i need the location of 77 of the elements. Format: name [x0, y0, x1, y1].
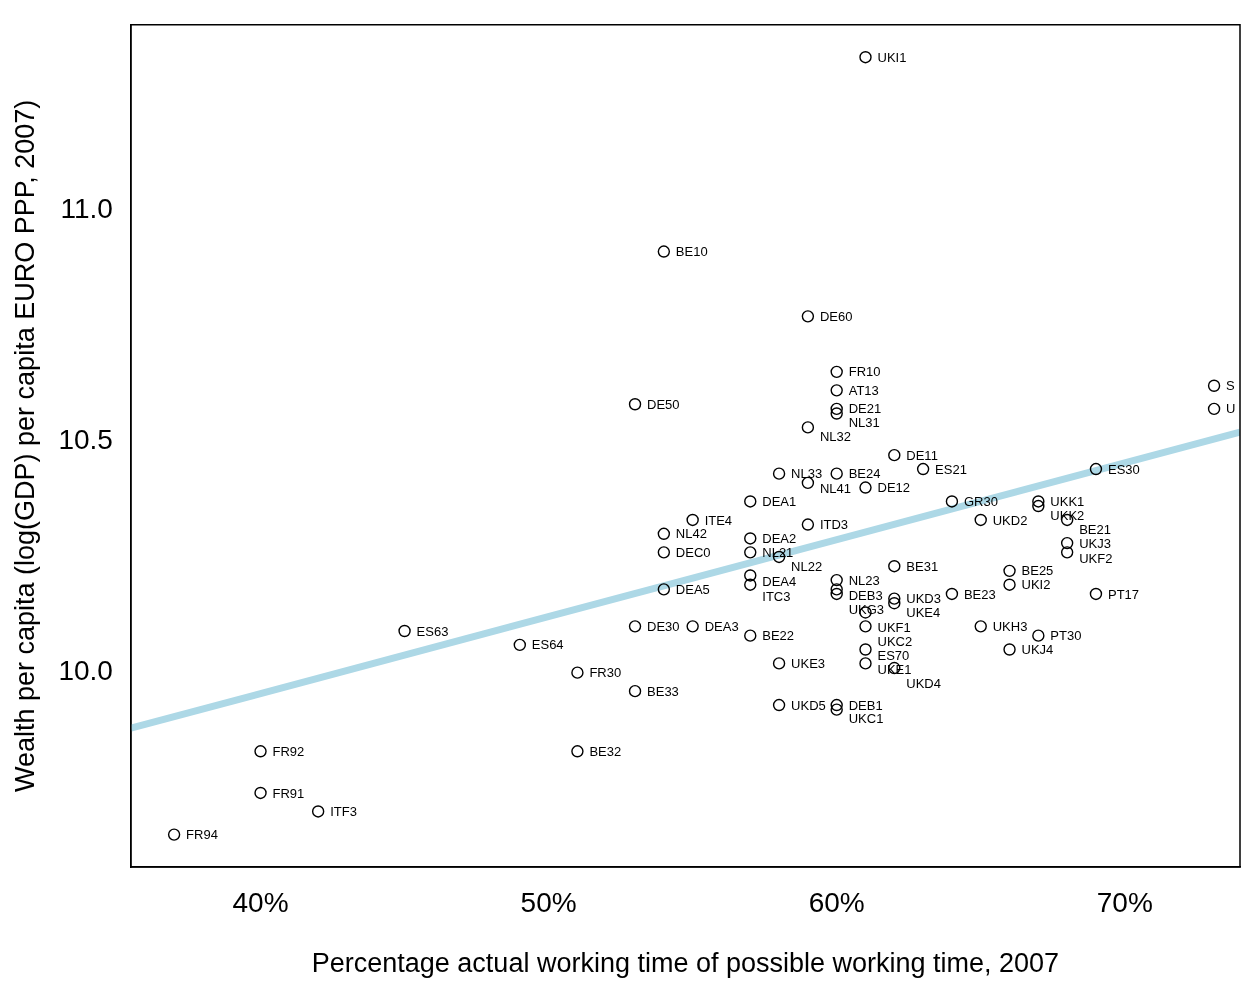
annotation: NL32 — [819, 428, 851, 444]
annotation: NL31 — [848, 415, 880, 431]
annotation: DEA4 — [762, 574, 797, 590]
annotation: DEA1 — [762, 494, 797, 510]
annotation: BE31 — [906, 558, 939, 574]
annotation: UKF1 — [877, 620, 911, 636]
annotation: NL21 — [762, 544, 794, 560]
annotation: UKF2 — [1079, 550, 1113, 566]
annotation: BE21 — [1079, 521, 1111, 537]
y-tick-label: 10.5 — [58, 423, 113, 455]
annotation: BE32 — [589, 743, 622, 759]
annotation: BE25 — [1021, 563, 1054, 579]
annotation: DE12 — [877, 480, 911, 496]
x-tick-label: 60% — [808, 886, 865, 918]
annotation: FR91 — [272, 785, 305, 801]
y-tick-label: 11.0 — [60, 192, 113, 224]
annotation: ES63 — [416, 623, 449, 639]
annotation: UKD2 — [992, 512, 1028, 528]
annotation: PT17 — [1107, 586, 1140, 602]
annotation: DEB3 — [848, 587, 883, 603]
annotation: UKJ4 — [1021, 642, 1054, 658]
annotation: NL33 — [791, 466, 823, 482]
x-tick-label: 50% — [520, 886, 577, 918]
annotation: DE60 — [819, 308, 853, 324]
annotation: GR30 — [963, 494, 998, 510]
annotation: ES64 — [531, 637, 564, 653]
annotation: ITC3 — [762, 589, 791, 605]
x-tick-label: 40% — [232, 886, 289, 918]
annotation: UKE3 — [791, 655, 826, 671]
annotation: S — [1226, 378, 1236, 394]
annotation: FR92 — [272, 743, 305, 759]
annotation: PT30 — [1050, 628, 1082, 644]
annotation: DEB1 — [848, 697, 883, 713]
annotation: ITE4 — [704, 512, 733, 528]
annotation: NL23 — [848, 572, 880, 588]
annotation: ES70 — [877, 648, 910, 664]
x-tick-label: 70% — [1096, 886, 1153, 918]
y-tick-label: 10.0 — [58, 655, 113, 687]
annotation: UKK1 — [1050, 494, 1085, 510]
annotation: DEA2 — [762, 531, 797, 547]
annotation: ES21 — [935, 461, 967, 477]
annotation: UKE4 — [906, 604, 941, 620]
annotation: BE10 — [675, 244, 708, 260]
annotation: AT13 — [848, 382, 879, 398]
annotation: NL22 — [791, 558, 823, 574]
annotation: FR30 — [589, 665, 622, 681]
annotation: UKK2 — [1050, 507, 1085, 523]
annotation: U — [1226, 401, 1236, 417]
annotation: DEC0 — [675, 544, 711, 560]
annotation: UKI2 — [1021, 577, 1051, 593]
annotation: UKJ3 — [1079, 535, 1111, 551]
annotation: DE50 — [647, 396, 680, 412]
annotation: DE21 — [848, 401, 882, 417]
annotation: DE30 — [647, 618, 680, 634]
annotation: ITF3 — [330, 804, 357, 820]
annotation: BE24 — [848, 466, 881, 482]
annotation: DEA3 — [704, 618, 739, 634]
annotation: BE33 — [647, 683, 679, 699]
annotation: UKC1 — [848, 711, 884, 727]
annotation: UKI1 — [877, 49, 907, 65]
annotation: DEA5 — [675, 581, 710, 597]
annotation: ES30 — [1107, 461, 1140, 477]
annotation: UKD4 — [906, 675, 941, 691]
x-axis-title: Percentage actual working time of possible working time, 2007 — [311, 948, 1060, 979]
annotation: BE23 — [963, 586, 996, 602]
annotation: FR10 — [848, 364, 881, 380]
annotation: BE22 — [762, 628, 795, 644]
annotation: UKD3 — [906, 591, 941, 607]
annotation: NL41 — [819, 481, 851, 497]
annotation: ITD3 — [819, 517, 849, 533]
annotation: UKH3 — [992, 618, 1028, 634]
annotation: UKC2 — [877, 633, 913, 649]
annotation: FR94 — [186, 827, 218, 843]
y-axis-title: Wealth per capita (log(GDP) per capita EURO PPP, 2007) — [9, 99, 40, 793]
annotation: UKD5 — [791, 697, 826, 713]
annotation: NL42 — [675, 526, 707, 542]
annotation: DE11 — [906, 447, 938, 463]
